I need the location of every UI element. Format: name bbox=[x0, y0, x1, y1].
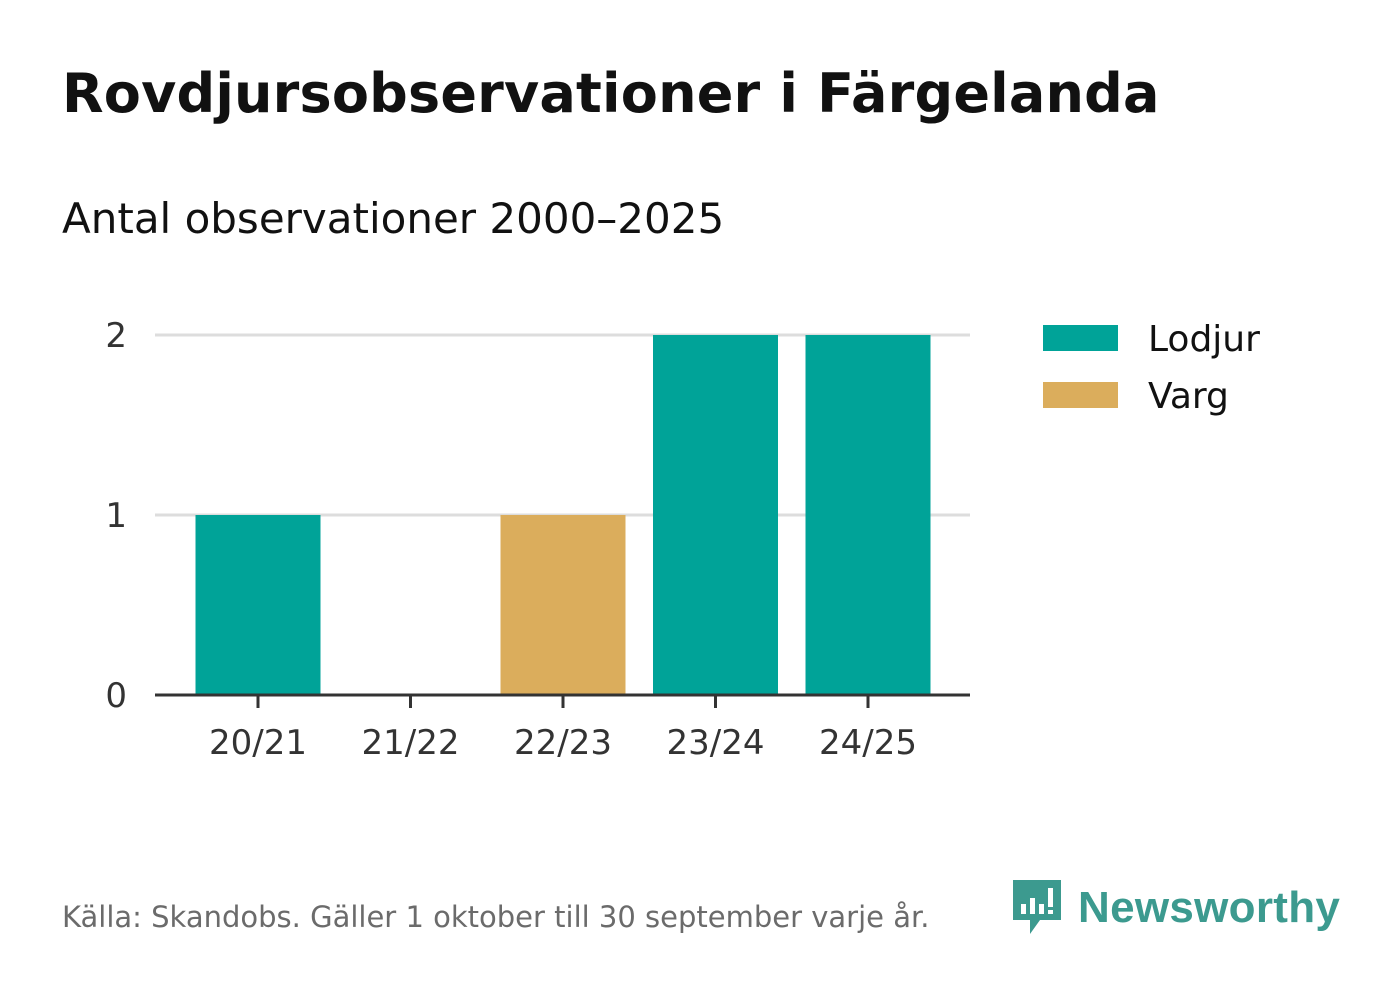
legend-swatch-lodjur bbox=[1043, 325, 1118, 351]
bar-lodjur bbox=[805, 335, 931, 695]
x-tick-label: 23/24 bbox=[667, 723, 765, 763]
x-tick-label: 24/25 bbox=[819, 723, 917, 763]
axes: 0 1 2 20/21 21/22 22/23 23/24 24/25 bbox=[105, 316, 970, 763]
newsworthy-logo-text: Newsworthy bbox=[1078, 883, 1341, 932]
y-tick-label: 1 bbox=[105, 496, 127, 536]
chart-subtitle: Antal observationer 2000–2025 bbox=[62, 194, 725, 243]
source-note: Källa: Skandobs. Gäller 1 oktober till 3… bbox=[62, 900, 930, 934]
bar-lodjur bbox=[653, 335, 778, 695]
y-tick-label: 2 bbox=[105, 316, 127, 356]
x-tick-label: 21/22 bbox=[362, 723, 460, 763]
newsworthy-logo: Newsworthy bbox=[1010, 878, 1340, 938]
legend: Lodjur Varg bbox=[1043, 319, 1260, 417]
legend-swatch-varg bbox=[1043, 382, 1118, 408]
y-tick-label: 0 bbox=[105, 676, 127, 716]
legend-label-varg: Varg bbox=[1148, 376, 1229, 417]
bars bbox=[195, 335, 931, 695]
newsworthy-logo-icon bbox=[1013, 880, 1061, 934]
x-tick-label: 20/21 bbox=[209, 723, 307, 763]
x-tick-label: 22/23 bbox=[514, 723, 612, 763]
bar-varg bbox=[500, 515, 626, 695]
bar-lodjur bbox=[195, 515, 321, 695]
chart-title: Rovdjursobservationer i Färgelanda bbox=[62, 62, 1160, 125]
legend-label-lodjur: Lodjur bbox=[1148, 319, 1260, 360]
